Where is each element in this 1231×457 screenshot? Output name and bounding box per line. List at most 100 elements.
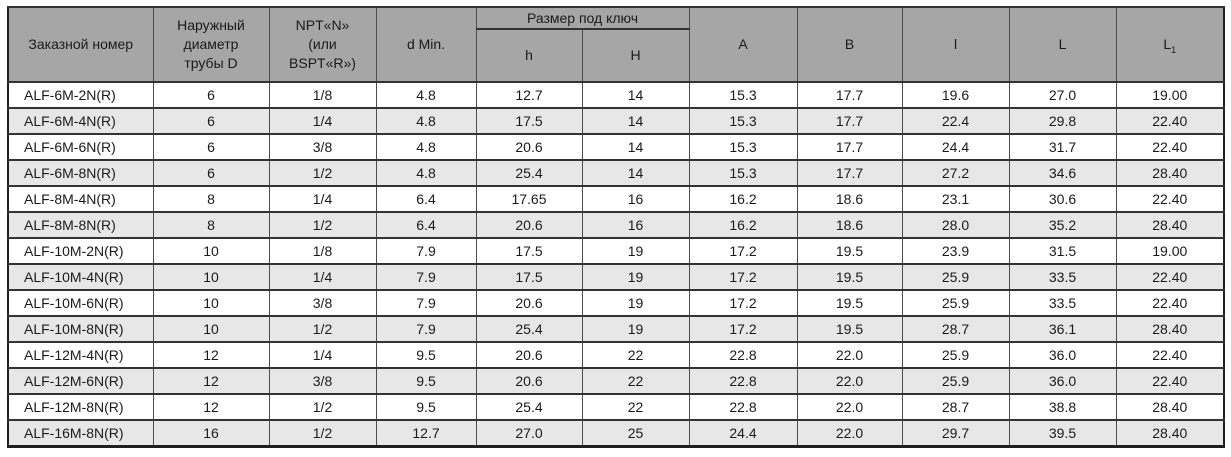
value-cell: 17.5 xyxy=(475,263,583,291)
value-cell: 28.7 xyxy=(901,315,1010,343)
value-cell: 1/4 xyxy=(268,341,377,369)
value-cell: 16.2 xyxy=(688,185,798,213)
value-cell: 20.6 xyxy=(475,133,583,161)
value-cell: 12.7 xyxy=(375,419,477,448)
value-cell: 9.5 xyxy=(375,393,477,421)
value-cell: 27.0 xyxy=(1008,81,1117,109)
value-cell: 14 xyxy=(581,133,690,161)
value-cell: 17.65 xyxy=(475,185,583,213)
value-cell: 4.8 xyxy=(375,107,477,135)
col-header-h-lowercase: h xyxy=(475,28,583,83)
table-row: ALF-6M-6N(R) 6 3/8 4.8 20.6 14 15.3 17.7 24.4 31.… xyxy=(7,133,1225,161)
value-cell: 6 xyxy=(152,133,270,161)
value-cell: 17.2 xyxy=(688,289,798,317)
value-cell: 3/8 xyxy=(268,367,377,395)
col-header-d-min: d Min. xyxy=(375,6,477,83)
table-row: ALF-12M-6N(R) 12 3/8 9.5 20.6 22 22.8 22.0 25.9 3… xyxy=(7,367,1225,395)
value-cell: 33.5 xyxy=(1008,289,1117,317)
value-cell: 22.8 xyxy=(688,393,798,421)
col-header-outer-diameter: Наружный диаметр трубы D xyxy=(152,6,270,83)
value-cell: 19 xyxy=(581,289,690,317)
value-cell: 16 xyxy=(581,211,690,239)
value-cell: 1/8 xyxy=(268,237,377,265)
order-number-cell: ALF-12M-4N(R) xyxy=(7,341,154,369)
value-cell: 1/2 xyxy=(268,211,377,239)
value-cell: 38.8 xyxy=(1008,393,1117,421)
value-cell: 27.0 xyxy=(475,419,583,448)
value-cell: 10 xyxy=(152,315,270,343)
value-cell: 25.4 xyxy=(475,393,583,421)
value-cell: 25.9 xyxy=(901,341,1010,369)
value-cell: 7.9 xyxy=(375,315,477,343)
table-row: ALF-6M-2N(R) 6 1/8 4.8 12.7 14 15.3 17.7 19.6 27.… xyxy=(7,81,1225,109)
order-number-cell: ALF-8M-4N(R) xyxy=(7,185,154,213)
table-row: ALF-10M-8N(R) 10 1/2 7.9 25.4 19 17.2 19.5 28.7 3… xyxy=(7,315,1225,343)
value-cell: 31.7 xyxy=(1008,133,1117,161)
value-cell: 35.2 xyxy=(1008,211,1117,239)
col-header-l1: L1 xyxy=(1115,6,1225,83)
value-cell: 22.40 xyxy=(1115,185,1225,213)
value-cell: 25.4 xyxy=(475,159,583,187)
table-row: ALF-6M-4N(R) 6 1/4 4.8 17.5 14 15.3 17.7 22.4 29.… xyxy=(7,107,1225,135)
table-row: ALF-6M-8N(R) 6 1/2 4.8 25.4 14 15.3 17.7 27.2 34.… xyxy=(7,159,1225,187)
value-cell: 12 xyxy=(152,367,270,395)
value-cell: 25.4 xyxy=(475,315,583,343)
value-cell: 19 xyxy=(581,237,690,265)
value-cell: 39.5 xyxy=(1008,419,1117,448)
value-cell: 9.5 xyxy=(375,341,477,369)
value-cell: 8 xyxy=(152,185,270,213)
value-cell: 1/2 xyxy=(268,315,377,343)
value-cell: 17.7 xyxy=(796,81,903,109)
value-cell: 17.5 xyxy=(475,237,583,265)
value-cell: 25.9 xyxy=(901,263,1010,291)
value-cell: 22.4 xyxy=(901,107,1010,135)
value-cell: 6.4 xyxy=(375,185,477,213)
col-header-b: B xyxy=(796,6,903,83)
value-cell: 10 xyxy=(152,289,270,317)
value-cell: 22.8 xyxy=(688,367,798,395)
table-row: ALF-12M-4N(R) 12 1/4 9.5 20.6 22 22.8 22.0 25.9 3… xyxy=(7,341,1225,369)
value-cell: 6.4 xyxy=(375,211,477,239)
table-row: ALF-10M-6N(R) 10 3/8 7.9 20.6 19 17.2 19.5 25.9 3… xyxy=(7,289,1225,317)
value-cell: 17.2 xyxy=(688,315,798,343)
value-cell: 19.5 xyxy=(796,263,903,291)
value-cell: 14 xyxy=(581,159,690,187)
table-row: ALF-8M-8N(R) 8 1/2 6.4 20.6 16 16.2 18.6 28.0 35.… xyxy=(7,211,1225,239)
value-cell: 19 xyxy=(581,315,690,343)
value-cell: 22.40 xyxy=(1115,133,1225,161)
value-cell: 22 xyxy=(581,341,690,369)
value-cell: 1/2 xyxy=(268,159,377,187)
order-number-cell: ALF-10M-2N(R) xyxy=(7,237,154,265)
col-header-l-uppercase: L xyxy=(1008,6,1117,83)
value-cell: 14 xyxy=(581,107,690,135)
value-cell: 22 xyxy=(581,393,690,421)
value-cell: 12 xyxy=(152,341,270,369)
value-cell: 12.7 xyxy=(475,81,583,109)
value-cell: 34.6 xyxy=(1008,159,1117,187)
value-cell: 15.3 xyxy=(688,133,798,161)
table-header: Заказной номер Наружный диаметр трубы D … xyxy=(7,6,1225,83)
value-cell: 20.6 xyxy=(475,211,583,239)
value-cell: 25 xyxy=(581,419,690,448)
value-cell: 1/2 xyxy=(268,419,377,448)
order-number-cell: ALF-6M-4N(R) xyxy=(7,107,154,135)
value-cell: 16.2 xyxy=(688,211,798,239)
value-cell: 36.0 xyxy=(1008,341,1117,369)
value-cell: 25.9 xyxy=(901,367,1010,395)
value-cell: 16 xyxy=(152,419,270,448)
value-cell: 17.7 xyxy=(796,133,903,161)
value-cell: 29.7 xyxy=(901,419,1010,448)
value-cell: 10 xyxy=(152,237,270,265)
value-cell: 17.7 xyxy=(796,159,903,187)
order-number-cell: ALF-10M-4N(R) xyxy=(7,263,154,291)
value-cell: 22.40 xyxy=(1115,341,1225,369)
col-header-wrench-size-group: Размер под ключ xyxy=(475,6,690,30)
value-cell: 15.3 xyxy=(688,159,798,187)
value-cell: 28.0 xyxy=(901,211,1010,239)
value-cell: 17.2 xyxy=(688,263,798,291)
value-cell: 29.8 xyxy=(1008,107,1117,135)
value-cell: 10 xyxy=(152,263,270,291)
value-cell: 12 xyxy=(152,393,270,421)
l1-subscript: 1 xyxy=(1171,44,1177,55)
value-cell: 28.40 xyxy=(1115,419,1225,448)
